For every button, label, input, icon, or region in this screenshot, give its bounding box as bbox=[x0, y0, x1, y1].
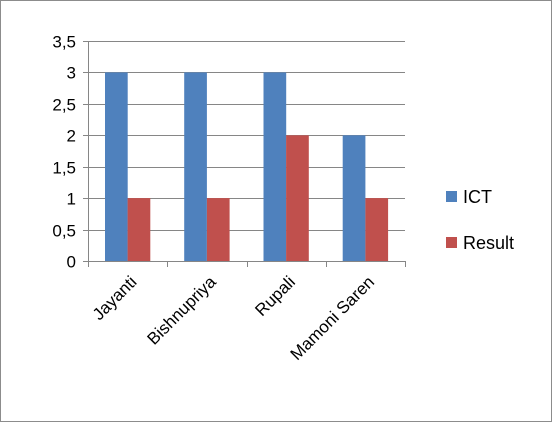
y-tick-label: 2,5 bbox=[52, 96, 76, 115]
legend-label-result: Result bbox=[463, 233, 514, 253]
bar-result-rupali bbox=[286, 135, 309, 261]
bar-ict-rupali bbox=[264, 72, 287, 261]
bar-result-mamoni-saren bbox=[365, 198, 388, 261]
bar-result-bishnupriya bbox=[207, 198, 230, 261]
legend-swatch-ict bbox=[446, 191, 457, 202]
y-tick-label: 0,5 bbox=[52, 222, 76, 241]
legend-swatch-result bbox=[446, 237, 457, 248]
y-tick-label: 1,5 bbox=[52, 159, 76, 178]
bar-ict-jayanti bbox=[105, 72, 128, 261]
legend-label-ict: ICT bbox=[463, 187, 492, 207]
y-tick-label: 1 bbox=[67, 190, 76, 209]
bar-result-jayanti bbox=[128, 198, 151, 261]
bar-ict-mamoni-saren bbox=[343, 135, 366, 261]
y-tick-label: 3 bbox=[67, 64, 76, 83]
y-tick-label: 3,5 bbox=[52, 33, 76, 52]
bar-ict-bishnupriya bbox=[184, 72, 207, 261]
y-tick-label: 2 bbox=[67, 127, 76, 146]
y-tick-label: 0 bbox=[67, 253, 76, 272]
